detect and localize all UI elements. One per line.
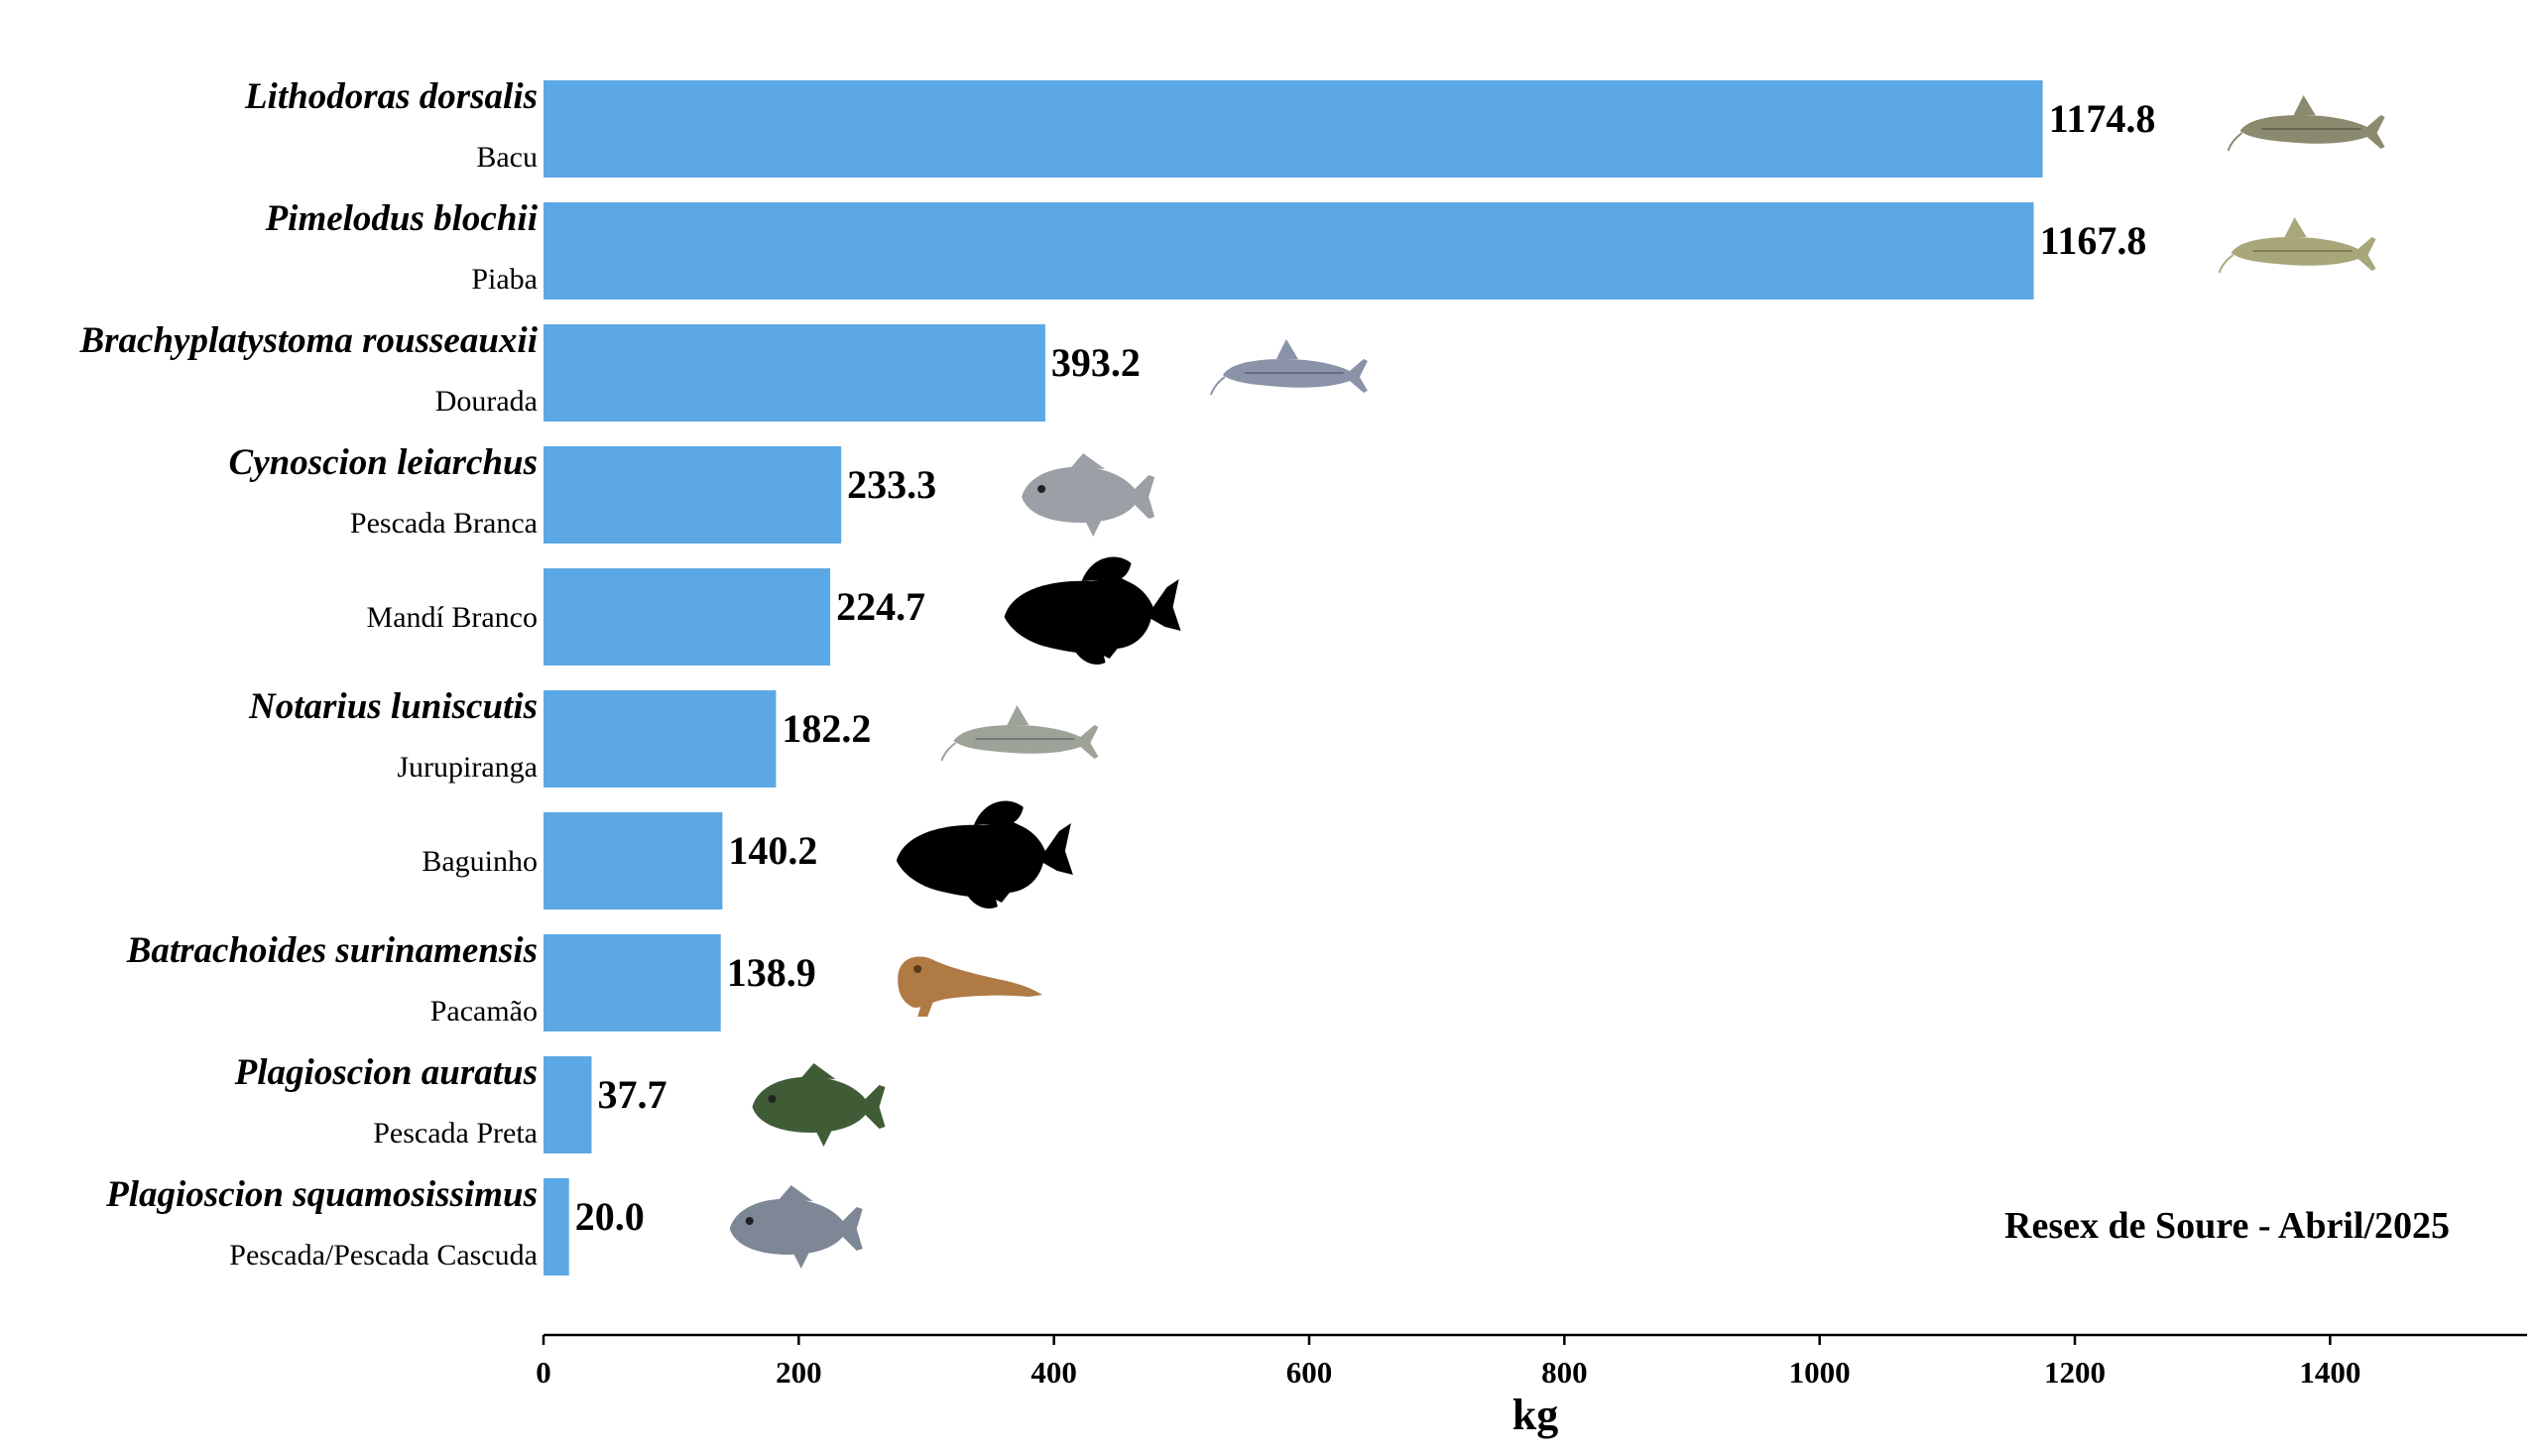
bar	[544, 812, 723, 910]
fish-silhouette-icon	[896, 800, 1073, 909]
bar	[544, 1056, 592, 1153]
tick-label-scientific: Pimelodus blochii	[265, 198, 539, 239]
tick-label-common: Pescada Branca	[350, 507, 538, 540]
bar	[544, 324, 1045, 422]
data-label: 138.9	[727, 950, 816, 995]
tick-label-common: Piaba	[471, 263, 538, 296]
bar	[544, 80, 2043, 178]
fish-photo-icon	[752, 1063, 886, 1147]
catfish-photo-icon	[2218, 217, 2376, 274]
fish-photo-icon	[729, 1185, 863, 1269]
x-tick-label: 1200	[2044, 1355, 2106, 1390]
tick-label-common: Bacu	[476, 141, 538, 174]
data-label: 233.3	[847, 462, 936, 507]
bar	[544, 202, 2034, 300]
data-label: 224.7	[836, 584, 925, 629]
tick-label-common: Pacamão	[430, 995, 538, 1028]
value-labels: 1174.8 1167.8 393.2 233.3 224.7 182.2 140.2 138…	[575, 96, 2156, 1239]
tick-label-common: Pescada Preta	[373, 1117, 538, 1150]
data-label: 37.7	[598, 1072, 667, 1117]
tick-label-common: Jurupiranga	[397, 751, 538, 784]
data-label: 20.0	[575, 1194, 645, 1239]
x-tick-label: 600	[1286, 1355, 1333, 1390]
tick-label-scientific: Brachyplatystoma rousseauxii	[78, 320, 538, 361]
bar	[544, 1178, 569, 1275]
tick-label-scientific: Lithodoras dorsalis	[244, 76, 538, 117]
data-label: 1167.8	[2040, 218, 2147, 263]
tick-label-common: Dourada	[435, 385, 538, 418]
catfish-photo-icon	[1209, 339, 1368, 396]
tick-label-scientific: Plagioscion squamosissimus	[105, 1174, 538, 1215]
bar	[544, 934, 721, 1031]
x-tick-label: 800	[1541, 1355, 1588, 1390]
catfish-photo-icon	[2227, 95, 2385, 152]
data-label: 393.2	[1051, 340, 1141, 385]
x-tick-label: 1000	[1789, 1355, 1851, 1390]
bar	[544, 446, 842, 544]
bar	[544, 568, 831, 666]
data-label: 140.2	[728, 828, 817, 873]
x-tick-label: 400	[1030, 1355, 1077, 1390]
tick-label-scientific: Notarius luniscutis	[248, 686, 538, 727]
tick-label-scientific: Batrachoides surinamensis	[126, 930, 538, 971]
fish-photo-icon	[1022, 453, 1155, 537]
tick-label-scientific: Plagioscion auratus	[234, 1052, 538, 1093]
toadfish-photo-icon	[898, 956, 1043, 1017]
tick-label-common: Mandí Branco	[367, 601, 538, 634]
fish-silhouette-icon	[1004, 556, 1181, 665]
tick-label-common: Pescada/Pescada Cascuda	[229, 1239, 538, 1272]
bar	[544, 690, 777, 788]
category-labels: Lithodoras dorsalis Bacu Pimelodus blochii…	[78, 76, 538, 1272]
bars-layer	[544, 80, 2043, 1275]
chart-annotation: Resex de Soure - Abril/2025	[2004, 1205, 2450, 1247]
x-tick-label: 0	[536, 1355, 551, 1390]
x-tick-label: 1400	[2299, 1355, 2360, 1390]
x-tick-label: 200	[776, 1355, 822, 1390]
catfish-photo-icon	[940, 705, 1099, 762]
data-label: 182.2	[782, 706, 871, 751]
fish-icons	[729, 95, 2385, 1269]
x-axis: 0 200 400 600 800 1000 1200 1400	[536, 1333, 2527, 1390]
data-label: 1174.8	[2049, 96, 2156, 141]
x-axis-label: kg	[1512, 1391, 1558, 1439]
tick-label-scientific: Cynoscion leiarchus	[229, 442, 538, 483]
tick-label-common: Baguinho	[422, 845, 538, 878]
